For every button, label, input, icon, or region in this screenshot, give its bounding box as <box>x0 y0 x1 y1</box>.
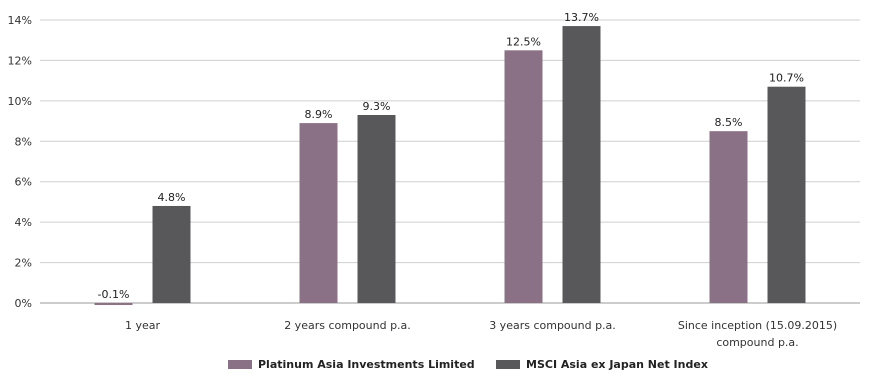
data-label: 8.5% <box>715 116 743 129</box>
bar-platinum <box>504 50 543 304</box>
data-label: 8.9% <box>305 108 333 121</box>
y-tick-label: 4% <box>15 216 32 229</box>
bar-platinum <box>94 303 133 306</box>
y-tick-label: 0% <box>15 297 32 310</box>
y-tick-label: 14% <box>8 14 32 27</box>
x-category-label: 1 year <box>125 319 161 332</box>
data-label: 12.5% <box>506 35 541 48</box>
y-tick-label: 10% <box>8 95 32 108</box>
x-category-label: compound p.a. <box>716 336 798 349</box>
bar-platinum <box>709 131 748 303</box>
bar-msci <box>152 205 191 303</box>
x-category-label: 2 years compound p.a. <box>284 319 411 332</box>
data-label: 10.7% <box>769 72 804 85</box>
bar-msci <box>767 86 806 303</box>
y-tick-label: 12% <box>8 54 32 67</box>
data-label: 13.7% <box>564 11 599 24</box>
legend-swatch <box>228 360 252 369</box>
data-label: 4.8% <box>158 191 186 204</box>
legend-swatch <box>496 360 520 369</box>
bar-msci <box>562 26 601 304</box>
data-label: 9.3% <box>363 100 391 113</box>
y-tick-label: 2% <box>15 257 32 270</box>
x-category-label: Since inception (15.09.2015) <box>678 319 837 332</box>
y-tick-label: 8% <box>15 135 32 148</box>
bar-platinum <box>299 123 338 303</box>
data-label: -0.1% <box>98 288 130 301</box>
y-tick-label: 6% <box>15 176 32 189</box>
x-category-label: 3 years compound p.a. <box>489 319 616 332</box>
legend-label: MSCI Asia ex Japan Net Index <box>526 358 708 371</box>
bar-msci <box>357 115 396 303</box>
legend-label: Platinum Asia Investments Limited <box>258 358 475 371</box>
